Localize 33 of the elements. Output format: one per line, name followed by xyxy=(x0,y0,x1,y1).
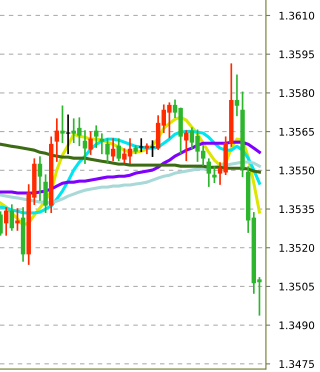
candlestick xyxy=(4,207,8,236)
candlestick xyxy=(234,74,240,116)
y-tick-label: 1.3520 xyxy=(280,244,314,252)
candlestick xyxy=(88,131,93,155)
y-tick-label: 1.3475 xyxy=(280,360,314,368)
candlestick xyxy=(184,130,189,162)
candlestick xyxy=(100,133,104,154)
candlestick xyxy=(94,125,98,148)
candlestick xyxy=(66,114,70,154)
candlestick xyxy=(150,140,155,157)
y-tick-label: 1.3610 xyxy=(280,12,314,20)
candlestick xyxy=(212,166,217,184)
candlestick xyxy=(60,105,65,144)
y-tick-label: 1.3505 xyxy=(280,282,314,291)
candlestick xyxy=(82,130,88,164)
candlestick xyxy=(139,138,144,152)
candlestick xyxy=(15,208,20,231)
y-tick-label: 1.3595 xyxy=(280,50,314,58)
y-tick-label: 1.3535 xyxy=(280,205,314,214)
y-tick-label: 1.3580 xyxy=(280,89,314,98)
y-tick-label: 1.3565 xyxy=(280,128,314,136)
candlestick xyxy=(110,138,116,162)
y-tick-label: 1.3550 xyxy=(280,166,314,174)
line-series xyxy=(0,142,261,174)
candlestick xyxy=(38,156,42,201)
y-tick-label: 1.3490 xyxy=(280,321,314,330)
candlestick xyxy=(43,174,48,213)
candlestick xyxy=(206,158,212,187)
candlestick xyxy=(105,138,110,164)
candlestick xyxy=(10,204,14,231)
candlestick xyxy=(54,118,60,162)
candlestick xyxy=(116,138,121,162)
candlestick xyxy=(144,143,150,154)
